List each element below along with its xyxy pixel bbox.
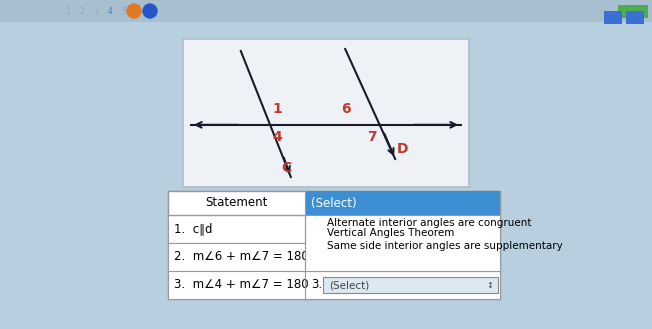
Bar [168, 215, 500, 243]
Text: 4: 4 [273, 130, 282, 144]
Text: ←P: ←P [129, 9, 139, 13]
Text: ►: ► [632, 14, 638, 20]
Circle shape [143, 4, 157, 18]
Bar [618, 5, 648, 18]
Text: 2: 2 [80, 7, 84, 15]
Text: C: C [281, 161, 291, 175]
Bar [183, 39, 469, 187]
Text: Vertical Angles Theorem: Vertical Angles Theorem [327, 228, 454, 238]
Text: 4: 4 [108, 7, 112, 15]
Text: (Select): (Select) [329, 280, 369, 290]
Bar [168, 243, 500, 271]
Bar [323, 277, 498, 293]
Text: 3: 3 [94, 7, 98, 15]
Text: Alternate interior angles are congruent: Alternate interior angles are congruent [327, 218, 531, 228]
Text: ◄◄: ◄◄ [609, 15, 617, 20]
Text: 5: 5 [121, 7, 126, 15]
Text: 1.  c∥d: 1. c∥d [174, 222, 213, 236]
Bar [626, 11, 644, 24]
Text: D: D [397, 142, 409, 156]
Text: 1: 1 [66, 7, 70, 15]
Bar [168, 271, 500, 299]
Bar [305, 191, 500, 215]
Circle shape [127, 4, 141, 18]
Text: 3.: 3. [311, 279, 322, 291]
Bar [0, 0, 652, 22]
Text: 1.: 1. [311, 222, 322, 236]
Text: 2.: 2. [311, 250, 322, 264]
Text: 1: 1 [273, 102, 282, 116]
Text: ↕: ↕ [486, 281, 494, 290]
Bar [305, 215, 500, 271]
Text: (Select): (Select) [311, 196, 357, 210]
Text: N→: N→ [145, 9, 155, 13]
Text: Statement: Statement [205, 196, 268, 210]
Text: 2.  m∠6 + m∠7 = 180: 2. m∠6 + m∠7 = 180 [174, 250, 309, 264]
Text: 6: 6 [341, 102, 351, 116]
Bar [168, 191, 500, 215]
Bar [168, 191, 500, 299]
Bar [604, 11, 622, 24]
Text: 7: 7 [367, 130, 377, 144]
Text: 3.  m∠4 + m∠7 = 180: 3. m∠4 + m∠7 = 180 [174, 279, 308, 291]
Text: Same side interior angles are supplementary: Same side interior angles are supplement… [327, 241, 563, 251]
